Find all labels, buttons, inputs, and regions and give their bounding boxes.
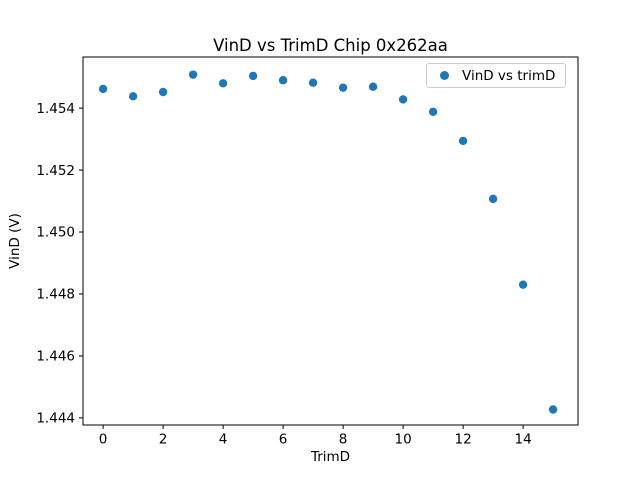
data-point [308,78,318,87]
legend-label: VinD vs trimD [462,67,556,84]
data-point [548,405,558,414]
data-point [518,280,528,289]
data-point [158,87,168,97]
x-tick-label: 14 [515,432,532,448]
x-tick-label: 12 [455,432,472,448]
data-point [278,76,288,85]
data-point [368,82,378,91]
y-axis-label: VinD (V) [7,213,23,269]
legend: VinD vs trimD [426,63,567,88]
x-tick-label: 2 [159,432,168,448]
x-tick-label: 0 [99,432,108,448]
plot-frame [82,56,579,426]
x-tick-label: 10 [395,432,412,448]
data-point [428,107,438,117]
data-point [338,83,348,92]
x-tick-label: 8 [339,432,348,448]
y-tick-label: 1.452 [36,163,75,179]
y-tick-label: 1.444 [36,411,75,427]
x-tick-label: 4 [219,432,228,448]
data-point [398,95,408,104]
x-tick-label: 6 [279,432,288,448]
data-point [488,194,498,204]
data-point [458,136,468,146]
chart-title: VinD vs TrimD Chip 0x262aa [213,36,448,55]
data-point [218,79,228,88]
data-point [188,70,198,79]
y-tick-label: 1.446 [36,349,75,365]
data-point [128,92,138,101]
legend-marker-circle-icon [440,71,449,80]
data-point [98,84,108,94]
y-tick-label: 1.448 [36,287,75,303]
y-tick-label: 1.450 [36,225,75,241]
x-axis-label: TrimD [310,449,351,465]
data-point [248,71,258,81]
y-tick-label: 1.454 [36,101,75,117]
